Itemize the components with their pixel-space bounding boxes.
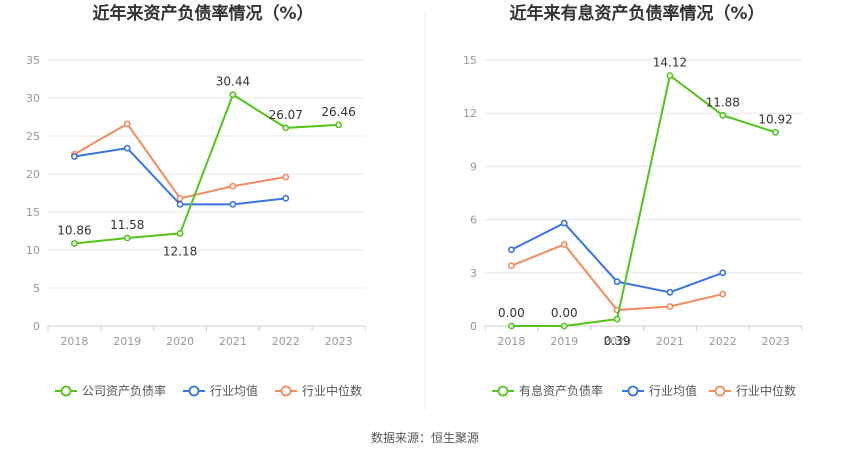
- x-tick-label: 2023: [762, 335, 790, 348]
- legend-label: 有息资产负债率: [519, 383, 603, 398]
- legend-marker-icon: [188, 385, 200, 397]
- data-point: [282, 173, 290, 181]
- legend-marker-icon: [280, 385, 292, 397]
- data-point: [560, 219, 568, 227]
- series-line: [511, 243, 723, 312]
- y-tick-label: 12: [463, 107, 477, 120]
- interest-debt-ratio-chart: 近年来有息资产负债率情况（%） 0 3 6 9 12 15 2018 2019 2020 2021 2…: [463, 3, 803, 398]
- legend-label: 行业均值: [649, 383, 697, 398]
- x-tick-label: 2020: [166, 335, 194, 348]
- legend-marker-icon: [497, 385, 509, 397]
- data-point: [772, 128, 779, 136]
- y-tick-label: 5: [33, 282, 40, 295]
- data-point: [666, 72, 674, 80]
- y-tick-label: 20: [26, 168, 40, 181]
- data-point: [229, 182, 237, 190]
- legend-item[interactable]: 有息资产负债率: [492, 383, 603, 398]
- data-point: [176, 200, 184, 208]
- data-point: [508, 322, 515, 330]
- y-tick-label: 0: [470, 320, 477, 333]
- x-tick-label: 2021: [656, 335, 684, 348]
- y-tick-label: 30: [26, 92, 40, 105]
- legend-item[interactable]: 行业均值: [183, 383, 258, 398]
- legend-label: 行业均值: [210, 383, 258, 398]
- legend-item[interactable]: 行业中位数: [275, 383, 362, 398]
- legend-marker-icon: [627, 385, 639, 397]
- data-point: [666, 303, 674, 310]
- data-point: [123, 120, 131, 128]
- data-label: 11.88: [706, 95, 740, 109]
- legend-item[interactable]: 公司资产负债率: [55, 383, 166, 398]
- legend-label: 行业中位数: [736, 383, 796, 398]
- x-tick-label: 2020: [603, 335, 631, 348]
- y-tick-label: 6: [470, 214, 477, 227]
- data-point: [176, 194, 184, 202]
- debt-ratio-chart: 近年来资产负债率情况（%） 0 5 10 15 20 25 30 35 2018 2019 2020 2…: [26, 3, 366, 398]
- legend-label: 行业中位数: [302, 383, 362, 398]
- y-tick-label: 9: [470, 160, 477, 173]
- data-point: [71, 153, 78, 160]
- x-tick-label: 2023: [325, 335, 353, 348]
- data-point: [176, 230, 184, 237]
- data-label: 14.12: [653, 56, 687, 70]
- y-tick-label: 35: [26, 54, 40, 67]
- x-tick-label: 2018: [497, 335, 525, 348]
- data-point: [123, 144, 131, 152]
- chart-title: 近年来有息资产负债率情况（%）: [509, 3, 764, 24]
- data-point: [508, 262, 515, 270]
- x-tick-label: 2021: [219, 335, 247, 348]
- x-tick-label: 2019: [113, 335, 141, 348]
- data-label: 11.58: [110, 218, 144, 232]
- data-label: 0.00: [498, 306, 525, 320]
- y-tick-label: 15: [463, 54, 477, 67]
- x-tick-label: 2019: [550, 335, 578, 348]
- data-label: 10.92: [758, 112, 792, 126]
- data-point: [508, 246, 515, 254]
- data-point: [282, 194, 290, 202]
- data-label: 0.39: [604, 334, 631, 348]
- y-tick-label: 15: [26, 206, 40, 219]
- x-tick-label: 2022: [272, 335, 300, 348]
- data-point: [335, 121, 342, 129]
- data-point: [229, 91, 237, 99]
- legend-marker-icon: [714, 385, 726, 397]
- y-tick-label: 3: [470, 267, 477, 280]
- data-point: [613, 315, 621, 323]
- data-point: [229, 200, 237, 208]
- legend-item[interactable]: 行业中位数: [709, 383, 796, 398]
- legend-label: 公司资产负债率: [82, 383, 166, 398]
- data-label: 30.44: [216, 75, 250, 89]
- y-tick-label: 25: [26, 130, 40, 143]
- legend-marker-icon: [60, 385, 72, 397]
- data-point: [719, 290, 727, 298]
- x-tick-label: 2018: [60, 335, 88, 348]
- data-point: [666, 288, 674, 296]
- data-label: 26.07: [269, 108, 303, 122]
- data-point: [123, 234, 131, 242]
- data-point: [560, 322, 568, 330]
- source-label: 数据来源：恒生聚源: [371, 430, 479, 445]
- data-point: [560, 241, 568, 248]
- legend-item[interactable]: 行业均值: [622, 383, 697, 398]
- series-line: [74, 93, 339, 245]
- data-point: [719, 111, 727, 119]
- data-label: 26.46: [321, 105, 355, 119]
- data-label: 0.00: [551, 306, 578, 320]
- series-line: [73, 122, 286, 200]
- y-tick-label: 10: [26, 244, 40, 257]
- series-line: [511, 73, 776, 327]
- data-point: [282, 124, 290, 132]
- chart-title: 近年来资产负债率情况（%）: [92, 3, 313, 24]
- data-label: 12.18: [163, 244, 197, 258]
- data-point: [613, 278, 621, 286]
- y-tick-label: 0: [33, 320, 40, 333]
- data-point: [719, 269, 727, 277]
- data-label: 10.86: [57, 223, 91, 237]
- x-tick-label: 2022: [709, 335, 737, 348]
- data-point: [71, 240, 78, 247]
